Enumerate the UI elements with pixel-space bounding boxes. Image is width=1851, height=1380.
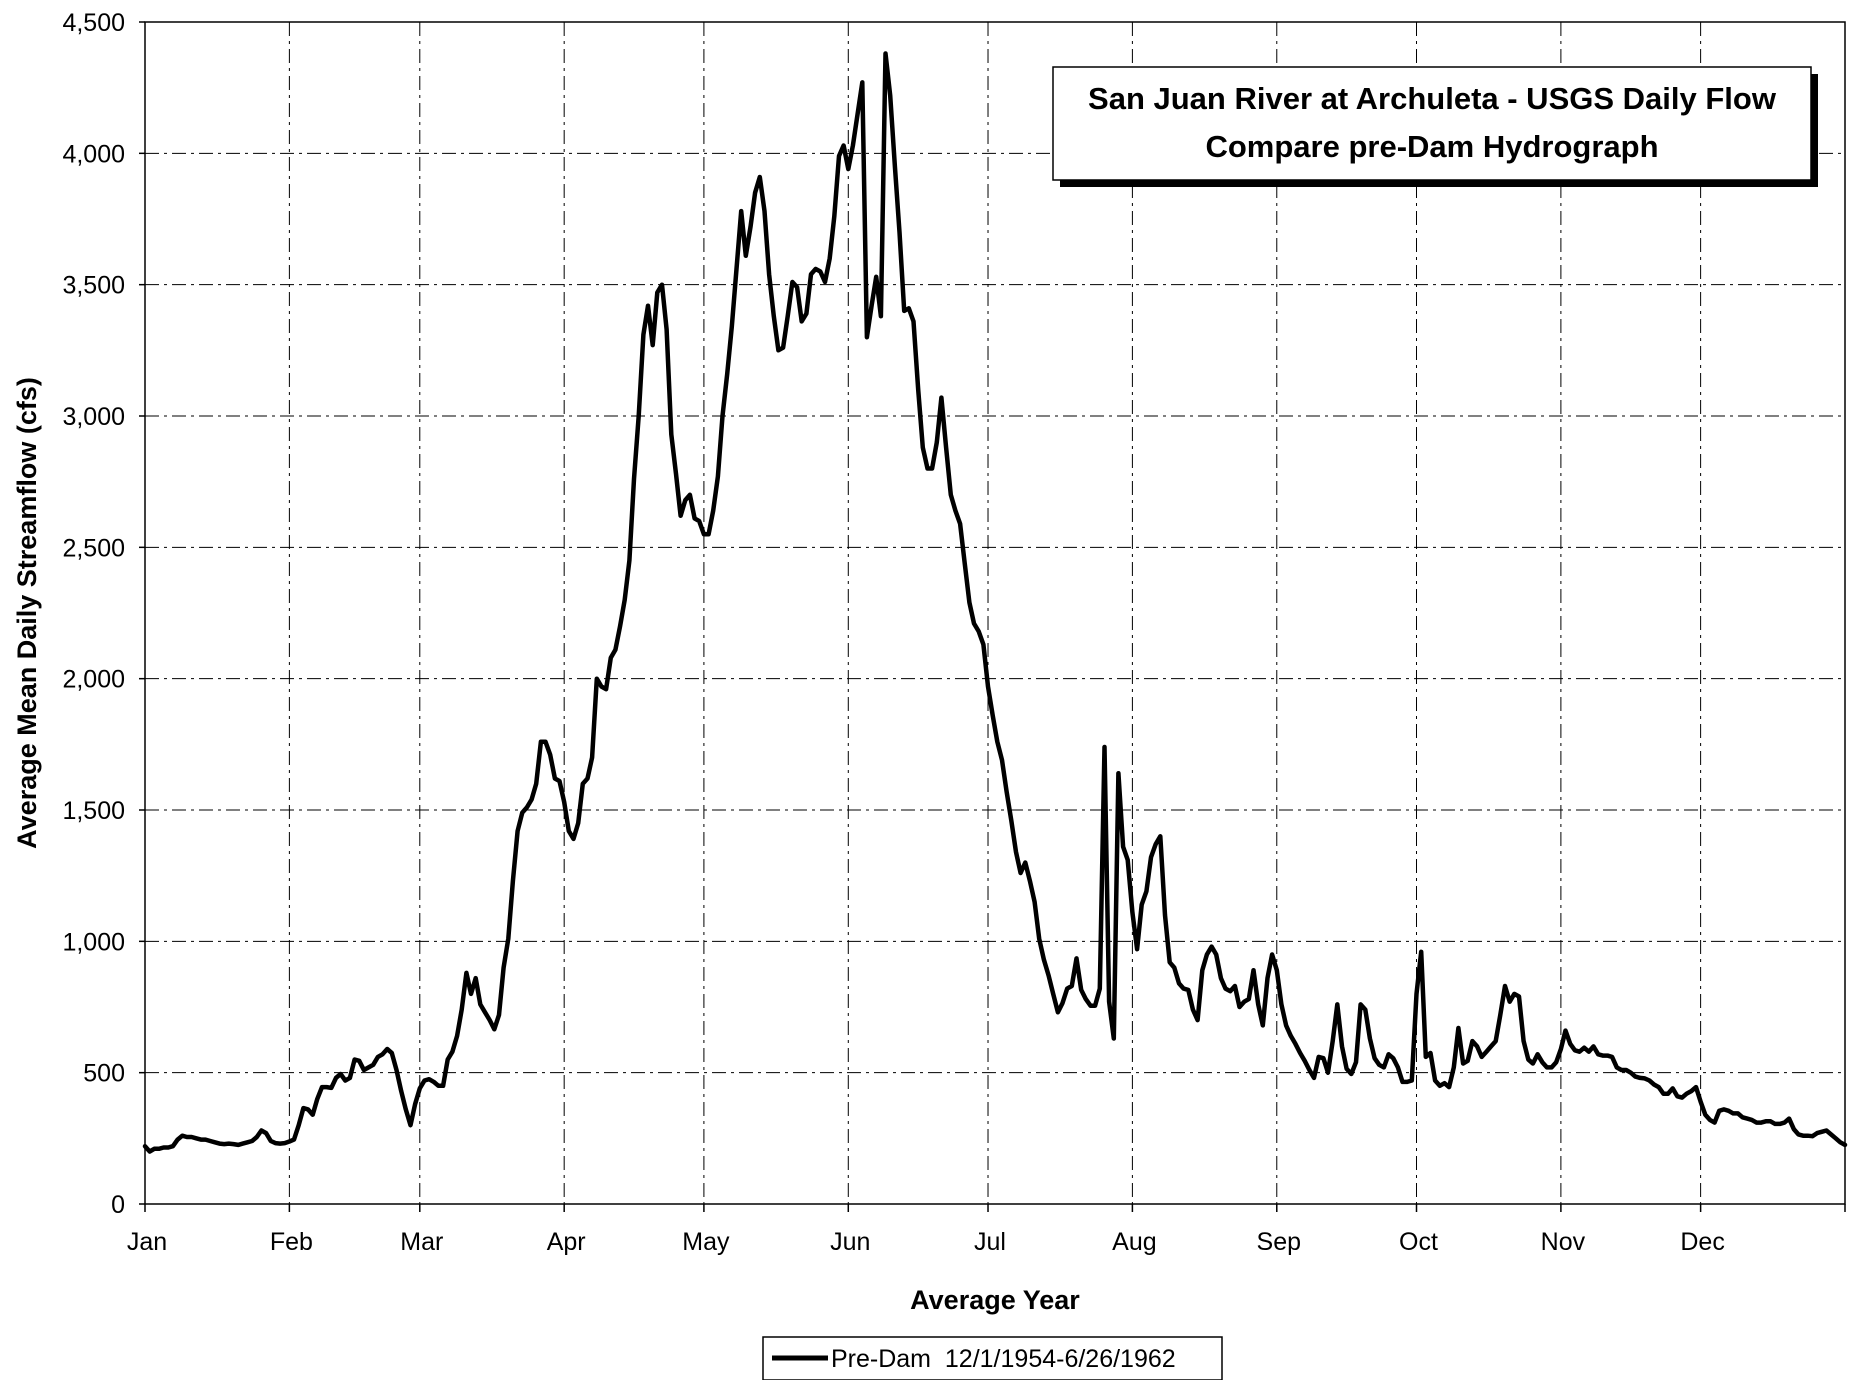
y-axis: 0 500 1,000 1,500 2,000 2,500 3,000 3,500 4,000 4… (62, 9, 145, 1219)
x-axis: Jan Feb Mar Apr May Jun Jul Aug Sep Oct Nov Dec (127, 1204, 1845, 1256)
y-tick-label: 1,000 (62, 928, 125, 956)
legend: Pre-Dam 12/1/1954-6/26/1962 (763, 1337, 1222, 1380)
x-tick-label: Feb (270, 1228, 313, 1256)
x-tick-label: May (682, 1228, 730, 1256)
x-tick-label: Apr (547, 1228, 586, 1256)
chart-title-line-1: San Juan River at Archuleta - USGS Daily… (1088, 81, 1777, 116)
x-tick-label: Oct (1399, 1228, 1438, 1256)
chart-title-line-2: Compare pre-Dam Hydrograph (1205, 129, 1658, 164)
gridlines (145, 22, 1845, 1204)
x-tick-label: Sep (1257, 1228, 1301, 1256)
legend-label: Pre-Dam 12/1/1954-6/26/1962 (831, 1345, 1176, 1373)
series-line-pre-dam (145, 54, 1845, 1152)
y-tick-label: 1,500 (62, 797, 125, 825)
x-tick-label: Aug (1112, 1228, 1156, 1256)
x-tick-label: Jun (830, 1228, 870, 1256)
series-layer (145, 54, 1845, 1152)
y-tick-label: 4,500 (62, 9, 125, 37)
y-tick-label: 2,500 (62, 534, 125, 562)
x-axis-title: Average Year (910, 1285, 1080, 1315)
x-tick-label: Mar (400, 1228, 443, 1256)
plot-area (145, 22, 1845, 1204)
x-tick-label: Dec (1680, 1228, 1724, 1256)
y-tick-label: 4,000 (62, 140, 125, 168)
title-box: San Juan River at Archuleta - USGS Daily… (1053, 67, 1818, 187)
y-axis-title: Average Mean Daily Streamflow (cfs) (12, 377, 42, 849)
x-tick-label: Nov (1541, 1228, 1586, 1256)
y-tick-label: 2,000 (62, 666, 125, 694)
y-tick-label: 3,500 (62, 272, 125, 300)
y-tick-label: 500 (83, 1060, 125, 1088)
y-tick-label: 0 (111, 1191, 125, 1219)
x-tick-label: Jan (127, 1228, 167, 1256)
x-tick-label: Jul (974, 1228, 1006, 1256)
y-tick-label: 3,000 (62, 403, 125, 431)
